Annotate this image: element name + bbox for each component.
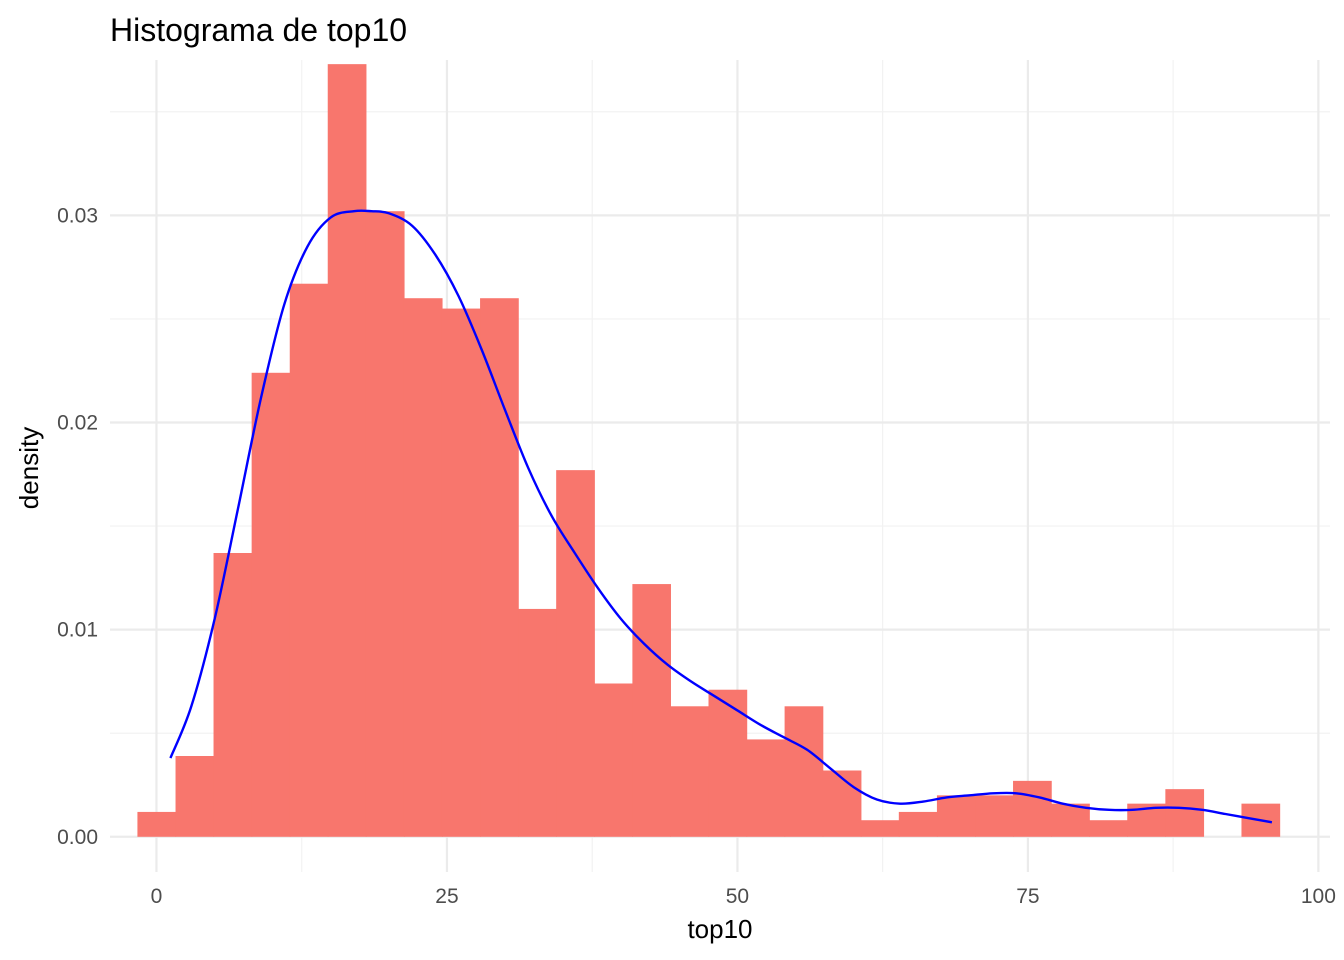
y-tick-label: 0.02 — [57, 412, 98, 435]
histogram-bar — [175, 756, 215, 837]
histogram-bar — [518, 608, 557, 837]
histogram-bar — [137, 811, 177, 837]
histogram-bar — [1165, 789, 1205, 837]
density-curve — [169, 209, 1273, 824]
histogram-bar — [822, 770, 862, 837]
histogram-bar — [898, 811, 938, 837]
x-tick-label: 75 — [1016, 885, 1039, 908]
x-axis-title: top10 — [687, 914, 752, 944]
histogram-bar — [480, 298, 519, 837]
y-axis-title: density — [14, 427, 44, 509]
x-tick-label: 0 — [151, 885, 163, 908]
histogram-bar — [975, 795, 1014, 837]
y-tick-label: 0.01 — [57, 619, 98, 642]
histogram-bar — [327, 64, 367, 837]
histogram-bar — [670, 706, 710, 837]
histogram-bar — [289, 283, 329, 837]
x-tick-label: 25 — [435, 885, 458, 908]
density-curve-layer — [169, 209, 1273, 824]
histogram-bar — [632, 584, 671, 837]
histogram-bar — [594, 683, 633, 837]
histogram-bar — [1051, 803, 1090, 837]
y-axis-tick-labels: 0.00 0.01 0.02 0.03 — [57, 204, 98, 848]
histogram-bar — [708, 689, 748, 837]
x-tick-label: 50 — [726, 885, 749, 908]
y-tick-label: 0.00 — [57, 826, 98, 849]
histogram-bar — [1013, 780, 1052, 837]
histogram-bar — [403, 298, 443, 837]
histogram-bar — [746, 739, 786, 837]
x-axis-tick-labels: 0 25 50 75 100 — [151, 885, 1336, 908]
histogram-bar — [784, 706, 824, 837]
histogram-bar — [860, 820, 900, 837]
chart-title: Histograma de top10 — [110, 12, 407, 48]
y-tick-label: 0.03 — [57, 204, 98, 227]
histogram-bars — [137, 64, 1281, 837]
histogram-bar — [441, 308, 481, 837]
histogram-bar — [365, 211, 405, 837]
histogram-bar — [556, 470, 595, 837]
histogram-bar — [1089, 820, 1128, 837]
x-tick-label: 100 — [1301, 885, 1336, 908]
histogram-bar — [936, 795, 976, 837]
histogram-bar — [251, 372, 291, 837]
